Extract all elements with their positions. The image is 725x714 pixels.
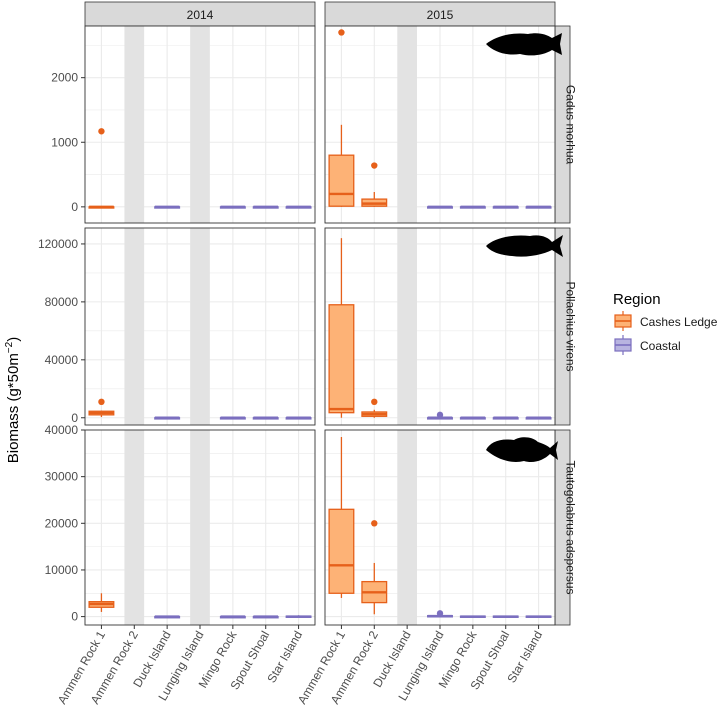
y-tick-label: 2000	[51, 71, 78, 85]
box-star-island	[285, 615, 312, 618]
panel-pollachius-virens-2015	[324, 227, 563, 426]
facet-column-strip-2015	[324, 1, 556, 27]
pollock-silhouette-icon	[486, 235, 563, 257]
box-lunging-island	[427, 610, 453, 618]
facet-column-label-2014: 2014	[187, 8, 214, 22]
box-spout-shoal	[252, 205, 279, 209]
facet-column-strip-2014	[84, 1, 316, 27]
legend-label-coastal: Coastal	[640, 339, 681, 353]
box-ammen-rock-2	[361, 520, 388, 615]
box-star-island	[525, 416, 552, 420]
no-data-band-ammen-rock-2	[124, 430, 145, 625]
box-spout-shoal	[492, 205, 519, 209]
box-mingo-rock	[219, 615, 246, 619]
box-ammen-rock-1	[328, 29, 355, 207]
box-duck-island	[154, 205, 181, 209]
no-data-band-lunging-island	[190, 228, 210, 425]
panels-layer: 2014 2015 Gadus morhua Pollachius virens Tau…	[38, 1, 578, 707]
cunner-silhouette-icon	[486, 437, 558, 463]
box-mingo-rock	[219, 416, 246, 420]
outlier-point	[371, 162, 378, 169]
outlier-point	[371, 398, 378, 406]
box-iqr	[328, 154, 355, 207]
legend-item-coastal: Coastal	[614, 335, 681, 355]
y-tick-label: 0	[71, 200, 78, 214]
box-star-island	[525, 205, 552, 209]
facet-column-label-2015: 2015	[427, 8, 454, 22]
box-star-island	[285, 416, 312, 420]
box-mingo-rock	[459, 615, 486, 618]
y-tick-label: 120000	[38, 237, 78, 251]
y-axis-label-main: Biomass (g*50m	[5, 353, 22, 463]
panel-gadus-morhua-2014: 0 1000 2000	[51, 25, 316, 224]
legend-label-cashes-ledge: Cashes Ledge	[640, 315, 718, 329]
no-data-band-duck-island	[397, 228, 417, 425]
legend-title: Region	[613, 291, 661, 308]
cod-silhouette-icon	[486, 33, 562, 56]
panel-border	[324, 25, 556, 224]
box-ammen-rock-2	[361, 398, 388, 418]
box-mingo-rock	[459, 205, 486, 209]
y-axis-label-close: )	[5, 337, 22, 342]
y-tick-label: 30000	[45, 470, 79, 484]
box-ammen-rock-2	[361, 162, 388, 207]
legend: Region Cashes Ledge Coastal	[613, 291, 718, 355]
box-spout-shoal	[252, 416, 279, 420]
box-mingo-rock	[459, 416, 486, 420]
y-axis-label: Biomass (g*50m−2)	[4, 337, 22, 463]
no-data-band-duck-island	[397, 430, 417, 625]
y-tick-label: 10000	[45, 563, 79, 577]
y-tick-label: 40000	[45, 353, 79, 367]
box-duck-island	[154, 416, 181, 420]
outlier-point	[98, 128, 105, 135]
box-ammen-rock-1	[88, 398, 115, 418]
panel-gadus-morhua-2015	[324, 25, 562, 224]
box-spout-shoal	[492, 615, 519, 618]
legend-item-cashes-ledge: Cashes Ledge	[614, 311, 718, 331]
box-spout-shoal	[252, 615, 279, 619]
outlier-point	[338, 29, 345, 36]
outlier-point	[371, 520, 378, 527]
no-data-band-ammen-rock-2	[124, 228, 145, 425]
box-duck-island	[154, 615, 181, 619]
no-data-band-duck-island	[397, 26, 417, 223]
y-tick-label: 0	[71, 411, 78, 425]
facet-row-label-tautogolabrus-adspersus: Tautogolabrus adspersus	[564, 460, 578, 594]
box-mingo-rock	[219, 205, 246, 209]
outlier-point	[436, 610, 444, 617]
y-tick-label: 80000	[45, 295, 79, 309]
box-iqr	[328, 304, 355, 414]
box-ammen-rock-1	[88, 593, 115, 612]
no-data-band-lunging-island	[190, 26, 210, 223]
outlier-point	[98, 398, 105, 406]
no-data-band-ammen-rock-2	[124, 26, 145, 223]
facet-row-label-gadus-morhua: Gadus morhua	[564, 85, 578, 165]
box-spout-shoal	[492, 416, 519, 420]
box-star-island	[285, 205, 312, 209]
panel-border	[84, 25, 316, 224]
box-ammen-rock-1	[88, 128, 115, 209]
outlier-point	[436, 411, 444, 419]
panel-border	[324, 227, 556, 426]
y-axis-title: Biomass (g*50m−2)	[4, 337, 22, 463]
y-tick-label: 1000	[51, 135, 78, 149]
y-axis-label-exponent: −2	[4, 341, 15, 353]
box-lunging-island	[427, 411, 453, 420]
box-ammen-rock-1	[328, 238, 355, 418]
y-tick-label: 0	[71, 610, 78, 624]
y-tick-label: 40000	[45, 423, 79, 437]
box-star-island	[525, 615, 552, 618]
no-data-band-lunging-island	[190, 430, 210, 625]
box-iqr	[328, 508, 355, 594]
panel-border	[84, 227, 316, 426]
panel-pollachius-virens-2014: 0 40000 80000 120000	[38, 227, 316, 426]
box-lunging-island	[427, 205, 453, 209]
box-ammen-rock-1	[328, 436, 355, 598]
facet-row-label-pollachius-virens: Pollachius virens	[564, 281, 578, 371]
y-tick-label: 20000	[45, 516, 79, 530]
